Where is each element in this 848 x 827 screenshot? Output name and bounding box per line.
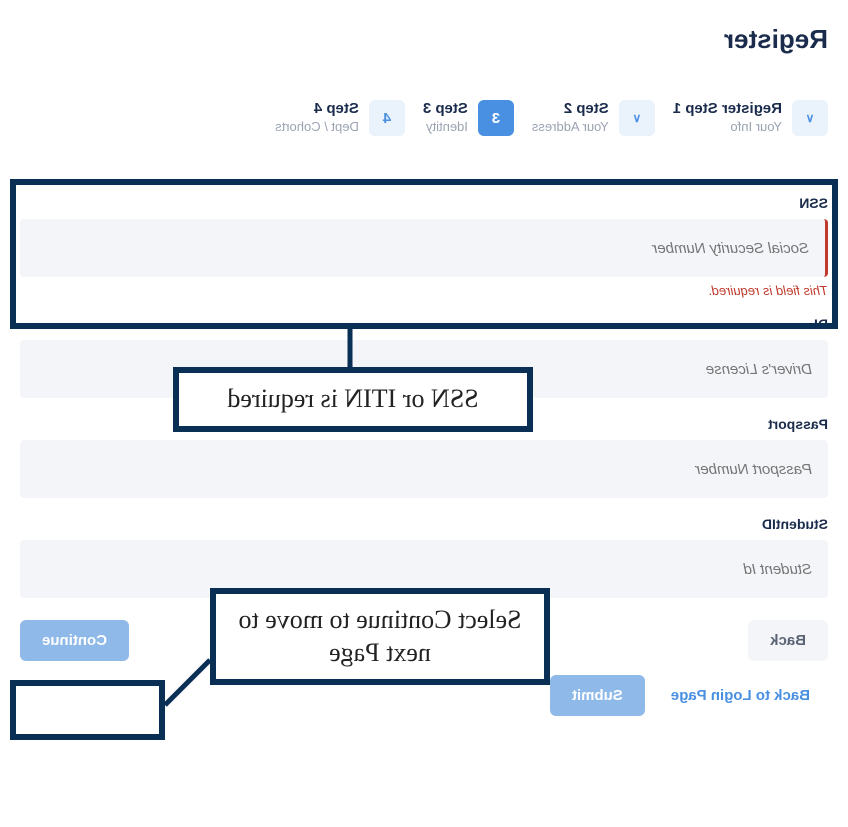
continue-button[interactable]: Continue — [20, 620, 129, 661]
back-button[interactable]: Back — [748, 620, 828, 661]
check-icon: ∨ — [632, 111, 641, 125]
studentid-group: StudentID — [20, 516, 828, 598]
step-2-subtitle: Your Address — [532, 119, 609, 134]
step-4[interactable]: 4 Step 4 Dept / Cohorts — [275, 100, 405, 136]
passport-input[interactable] — [20, 440, 828, 498]
step-3-subtitle: Identity — [423, 119, 468, 134]
progress-stepper: ∨ Register Step 1 Your Info ∨ Step 2 You… — [20, 100, 828, 136]
ssn-input[interactable] — [20, 219, 828, 277]
back-to-login-link[interactable]: Back to Login Page — [653, 675, 828, 716]
step-4-title: Step 4 — [275, 100, 359, 117]
studentid-label: StudentID — [20, 516, 828, 532]
ssn-error: This field is required. — [20, 283, 828, 298]
annotation-continue-callout: Select Continue to move to next Page — [210, 588, 550, 685]
step-1-title: Register Step 1 — [673, 100, 782, 117]
step-1[interactable]: ∨ Register Step 1 Your Info — [673, 100, 828, 136]
submit-button[interactable]: Submit — [550, 675, 645, 716]
step-3-title: Step 3 — [423, 100, 468, 117]
ssn-label: SSN — [20, 195, 828, 211]
step-2-title: Step 2 — [532, 100, 609, 117]
step-4-badge: 4 — [369, 100, 405, 136]
check-icon: ∨ — [806, 111, 815, 125]
annotation-ssn-callout: SSN or ITIN is required — [173, 367, 533, 432]
ssn-group: SSN This field is required. — [20, 195, 828, 298]
step-4-subtitle: Dept / Cohorts — [275, 119, 359, 134]
step-3[interactable]: 3 Step 3 Identity — [423, 100, 514, 136]
page-title: Register — [724, 24, 828, 55]
step-3-badge: 3 — [478, 100, 514, 136]
step-1-badge: ∨ — [792, 100, 828, 136]
dl-label: DL — [20, 316, 828, 332]
step-2-badge: ∨ — [619, 100, 655, 136]
step-1-subtitle: Your Info — [673, 119, 782, 134]
step-2[interactable]: ∨ Step 2 Your Address — [532, 100, 655, 136]
